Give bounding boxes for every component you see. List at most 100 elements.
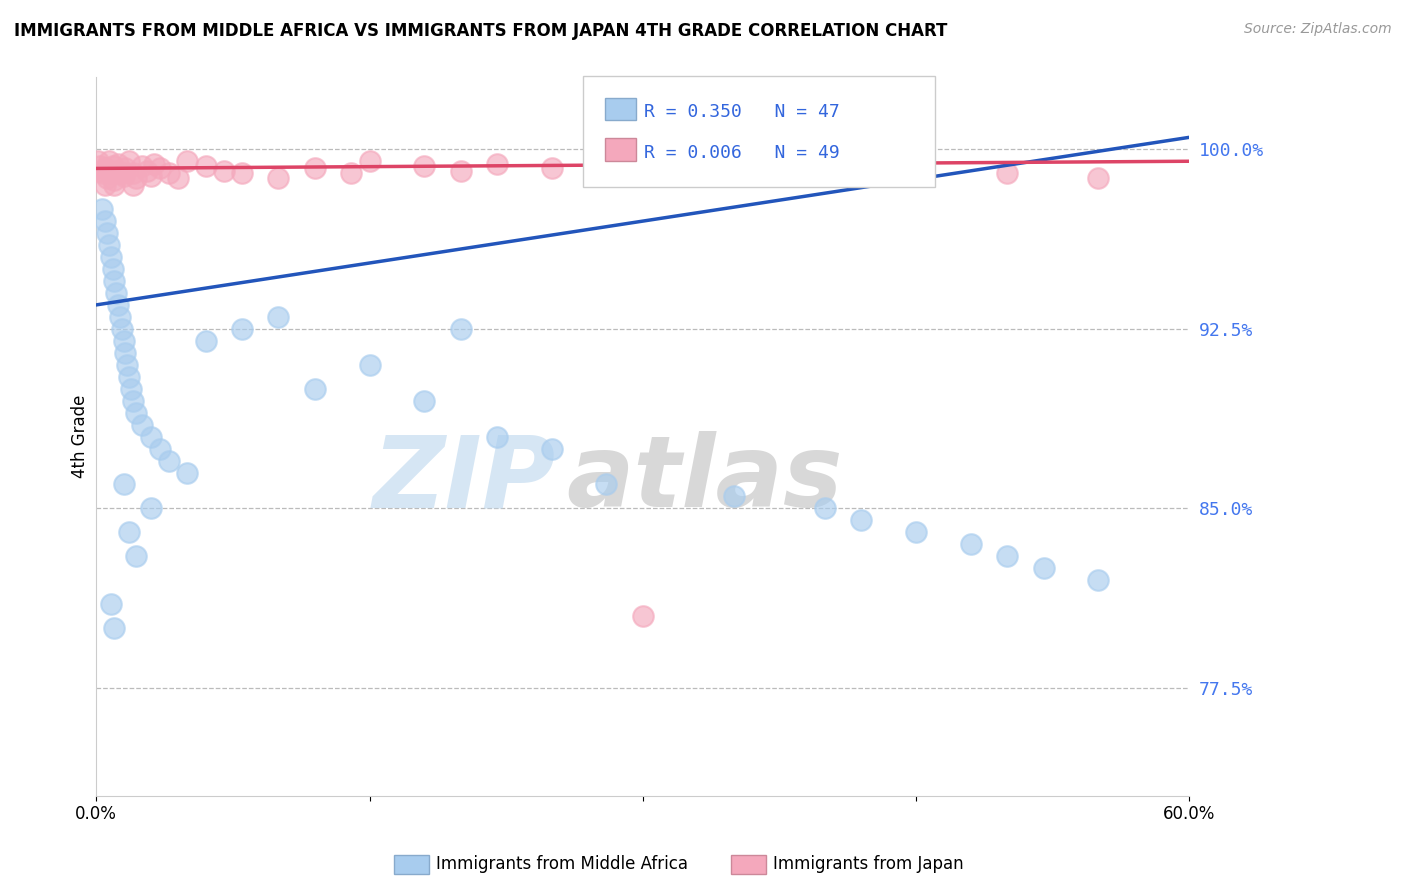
Point (107, 298, 129, 312)
Point (125, 406, 148, 420)
Point (94, 161, 117, 176)
Point (595, 477, 617, 491)
Point (304, 382, 326, 396)
Point (103, 173, 125, 187)
Point (125, 549, 148, 564)
Point (125, 171, 148, 186)
Point (87, 154, 110, 169)
Point (100, 597, 122, 611)
Point (139, 429, 162, 443)
Point (103, 621, 125, 635)
Point (231, 322, 253, 336)
Point (89, 159, 111, 173)
Point (631, 609, 654, 624)
Point (121, 178, 143, 193)
Point (212, 164, 235, 178)
Point (114, 161, 136, 176)
Point (112, 334, 135, 348)
Point (176, 466, 198, 480)
Point (136, 164, 159, 178)
Point (1087, 171, 1109, 186)
Point (114, 346, 136, 360)
Point (103, 178, 125, 193)
Point (97, 238, 120, 252)
Point (157, 166, 180, 180)
Point (450, 322, 472, 336)
Point (94, 214, 117, 228)
Point (112, 477, 135, 491)
Point (93, 166, 115, 180)
Text: R = 0.006   N = 49: R = 0.006 N = 49 (644, 144, 839, 161)
Point (112, 166, 135, 180)
Point (995, 166, 1018, 180)
Point (176, 154, 198, 169)
Point (851, 513, 873, 527)
Point (814, 159, 837, 173)
Point (413, 393, 436, 408)
Point (540, 161, 562, 176)
Point (101, 262, 124, 277)
Point (90, 202, 112, 216)
Text: IMMIGRANTS FROM MIDDLE AFRICA VS IMMIGRANTS FROM JAPAN 4TH GRADE CORRELATION CHA: IMMIGRANTS FROM MIDDLE AFRICA VS IMMIGRA… (14, 22, 948, 40)
Point (905, 525, 928, 540)
Point (340, 166, 363, 180)
Point (90, 164, 112, 178)
Text: ZIP: ZIP (373, 431, 555, 528)
Point (359, 358, 381, 372)
Point (120, 382, 142, 396)
Point (103, 274, 125, 288)
Point (101, 159, 124, 173)
Point (108, 166, 131, 180)
Point (1087, 574, 1109, 588)
Point (995, 549, 1018, 564)
Point (118, 525, 141, 540)
Point (108, 310, 131, 324)
Point (595, 166, 617, 180)
Point (105, 164, 128, 178)
Point (149, 442, 172, 456)
Point (96, 226, 118, 240)
Text: R = 0.350   N = 47: R = 0.350 N = 47 (644, 103, 839, 121)
Point (231, 166, 253, 180)
Point (107, 156, 129, 170)
Point (540, 442, 562, 456)
Point (723, 154, 745, 169)
Point (267, 171, 290, 186)
Point (96, 171, 118, 186)
Text: Immigrants from Japan: Immigrants from Japan (773, 855, 965, 873)
Point (97, 154, 120, 169)
Point (149, 161, 172, 176)
Point (194, 334, 217, 348)
Point (139, 501, 162, 516)
Point (143, 156, 166, 170)
Point (959, 537, 981, 551)
Point (267, 310, 290, 324)
Point (94, 178, 117, 193)
Point (139, 169, 162, 183)
Point (131, 159, 153, 173)
Point (118, 154, 141, 169)
Text: Immigrants from Middle Africa: Immigrants from Middle Africa (436, 855, 688, 873)
Point (100, 250, 122, 264)
Point (486, 156, 509, 170)
Point (631, 169, 654, 183)
Text: Source: ZipAtlas.com: Source: ZipAtlas.com (1244, 22, 1392, 37)
Point (111, 322, 134, 336)
Point (100, 166, 122, 180)
Point (121, 166, 143, 180)
Point (105, 285, 128, 300)
Point (413, 159, 436, 173)
Point (194, 159, 217, 173)
Point (167, 171, 190, 186)
Point (121, 393, 143, 408)
Point (157, 453, 180, 467)
Point (814, 501, 837, 516)
Point (304, 161, 326, 176)
Y-axis label: 4th Grade: 4th Grade (72, 395, 89, 478)
Point (112, 169, 135, 183)
Point (450, 164, 472, 178)
Text: atlas: atlas (567, 431, 842, 528)
Point (131, 417, 153, 432)
Point (118, 369, 141, 384)
Point (115, 358, 138, 372)
